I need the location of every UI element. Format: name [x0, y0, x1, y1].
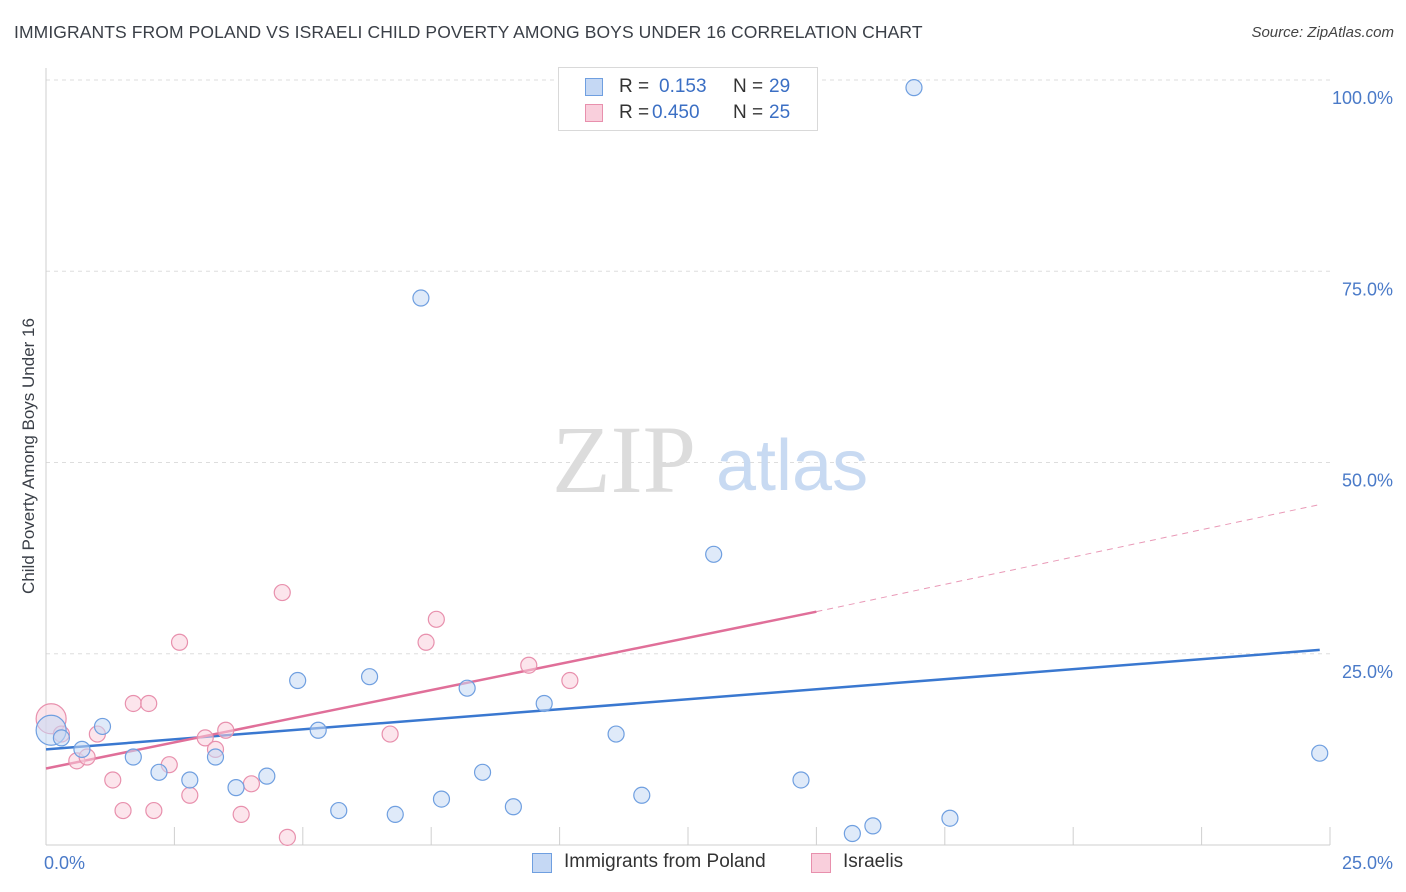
- tick-labels: 100.0% 75.0% 50.0% 25.0% 0.0% 25.0%: [44, 88, 1393, 873]
- y-tick-label: 75.0%: [1342, 279, 1393, 299]
- legend-swatch-poland: [585, 78, 603, 96]
- point-israelis: [114, 801, 132, 820]
- legend-n-value: 29: [769, 76, 791, 97]
- trend-line-israelis-extension: [816, 504, 1320, 613]
- point-poland: [941, 809, 959, 827]
- point-israelis: [427, 610, 445, 628]
- point-israelis: [273, 583, 291, 602]
- legend: R = 0.153 N = 29 R = 0.450 N = 25: [558, 67, 818, 131]
- point-poland: [93, 717, 112, 736]
- legend-r-label: R =: [619, 102, 650, 123]
- legend-r-value: 0.153: [659, 76, 707, 97]
- point-poland: [607, 725, 625, 743]
- point-poland: [432, 790, 451, 808]
- point-poland: [227, 779, 245, 797]
- point-israelis: [196, 729, 214, 747]
- source-label: Source: ZipAtlas.com: [1251, 24, 1394, 41]
- point-israelis: [181, 786, 199, 804]
- point-poland: [206, 748, 225, 766]
- point-israelis: [381, 725, 399, 743]
- legend-r-label: R =: [619, 76, 650, 97]
- point-israelis: [124, 694, 142, 713]
- watermark-zip: ZIP: [552, 406, 696, 513]
- point-poland: [289, 671, 307, 690]
- point-poland: [412, 289, 430, 307]
- point-poland: [330, 801, 348, 820]
- point-israelis: [104, 771, 122, 789]
- data-points: [35, 79, 1329, 846]
- bottom-legend-swatch-poland: [532, 853, 552, 873]
- point-poland: [124, 748, 142, 766]
- point-poland: [360, 668, 379, 686]
- watermark-atlas: atlas: [716, 426, 868, 506]
- legend-swatch-israelis: [585, 104, 603, 122]
- point-israelis: [417, 633, 435, 651]
- y-tick-label: 25.0%: [1342, 662, 1393, 682]
- point-poland: [633, 786, 651, 804]
- trend-line-israelis: [45, 610, 817, 770]
- point-israelis: [145, 801, 163, 820]
- point-poland: [535, 694, 553, 713]
- point-poland: [309, 721, 327, 739]
- bottom-legend-swatch-israelis: [811, 853, 831, 873]
- trend-line-poland: [45, 648, 1320, 751]
- legend-n-value: 25: [769, 102, 791, 123]
- watermark: ZIP atlas: [552, 406, 868, 513]
- bottom-legend-label-poland: Immigrants from Poland: [564, 851, 766, 872]
- point-poland: [386, 805, 404, 824]
- point-poland: [843, 824, 861, 843]
- grid-lines: [46, 79, 1330, 655]
- x-tick-label: 0.0%: [44, 853, 85, 873]
- point-poland: [52, 729, 71, 747]
- legend-n-label: N =: [733, 76, 764, 97]
- point-poland: [905, 79, 923, 97]
- point-poland: [73, 740, 91, 758]
- point-poland: [473, 763, 492, 781]
- point-israelis: [140, 694, 158, 713]
- trend-lines: [45, 504, 1320, 770]
- legend-r-value: 0.450: [652, 102, 700, 123]
- point-israelis: [170, 633, 189, 651]
- point-poland: [181, 771, 199, 789]
- point-israelis: [278, 828, 296, 846]
- y-tick-label: 100.0%: [1332, 88, 1393, 108]
- point-israelis: [217, 721, 235, 739]
- point-poland: [150, 763, 168, 781]
- y-axis-label: Child Poverty Among Boys Under 16: [19, 318, 38, 594]
- bottom-legend-label-israelis: Israelis: [843, 851, 904, 872]
- point-israelis: [520, 656, 538, 674]
- y-tick-label: 50.0%: [1342, 471, 1393, 491]
- point-israelis: [561, 671, 579, 690]
- point-poland: [458, 679, 476, 697]
- point-poland: [705, 545, 723, 563]
- point-israelis: [232, 805, 250, 824]
- legend-n-label: N =: [733, 102, 764, 123]
- point-poland: [504, 798, 522, 816]
- chart-title: IMMIGRANTS FROM POLAND VS ISRAELI CHILD …: [14, 22, 923, 42]
- point-poland: [792, 771, 810, 789]
- point-poland: [258, 767, 276, 785]
- point-israelis: [242, 775, 261, 793]
- x-tick-label: 25.0%: [1342, 853, 1393, 873]
- point-poland: [1311, 744, 1329, 762]
- point-poland: [864, 817, 882, 835]
